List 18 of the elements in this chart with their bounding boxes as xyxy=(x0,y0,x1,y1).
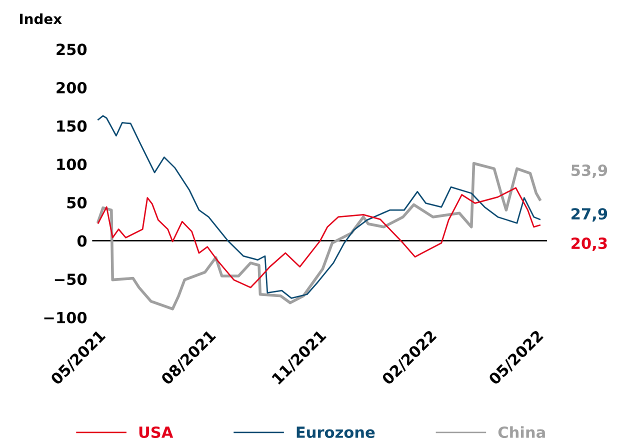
y-tick-label: 100 xyxy=(57,158,87,170)
y-tick-label: −50 xyxy=(54,274,87,286)
legend-label: Eurozone xyxy=(296,426,375,438)
y-tick-label: −100 xyxy=(44,312,87,324)
annotation: 27,9 xyxy=(572,208,608,222)
line-series xyxy=(96,162,542,310)
y-tick-label: 0 xyxy=(77,235,87,247)
legend-label: USA xyxy=(139,426,174,438)
legend-label: China xyxy=(498,426,545,438)
y-axis-title: Index xyxy=(20,13,62,24)
line-series xyxy=(98,187,540,288)
y-tick-label: 250 xyxy=(56,44,87,56)
line-series xyxy=(98,115,540,299)
y-tick-label: 200 xyxy=(56,82,87,94)
y-tick-label: 150 xyxy=(57,120,87,132)
annotation: 53,9 xyxy=(572,164,608,178)
annotation: 20,3 xyxy=(572,238,607,252)
y-tick-label: 50 xyxy=(67,196,87,208)
